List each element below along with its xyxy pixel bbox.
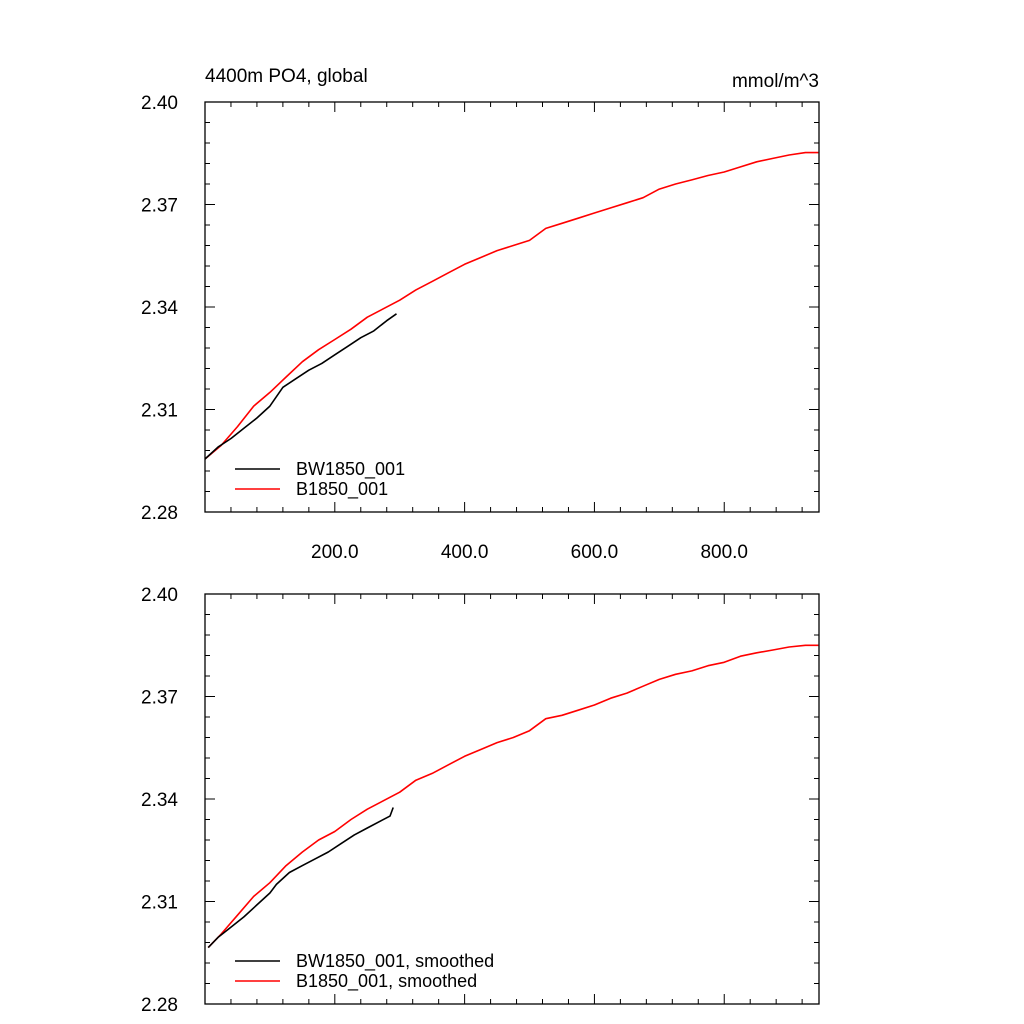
units-label: mmol/m^3 xyxy=(732,71,819,92)
chart-title: 4400m PO4, global xyxy=(205,66,368,87)
legend-label: BW1850_001, smoothed xyxy=(296,951,494,972)
y-tick-label: 2.37 xyxy=(141,688,178,709)
y-tick-label: 2.31 xyxy=(141,401,178,422)
legend-label: BW1850_001 xyxy=(296,459,405,480)
bottom-panel-ticks: 2.28 2.31 2.34 2.37 2.40 xyxy=(141,585,819,1016)
bottom-panel: 2.28 2.31 2.34 2.37 2.40 BW1850_001, smoothe… xyxy=(141,585,820,1016)
x-tick-label: 800.0 xyxy=(700,542,748,563)
y-tick-label: 2.34 xyxy=(141,298,178,319)
x-tick-label: 400.0 xyxy=(441,542,489,563)
legend-label: B1850_001, smoothed xyxy=(296,971,477,992)
y-tick-label: 2.40 xyxy=(141,585,178,606)
top-panel-frame xyxy=(204,101,820,513)
y-tick-label: 2.37 xyxy=(141,196,178,217)
bottom-panel-frame xyxy=(204,593,820,1005)
bottom-panel-series xyxy=(207,644,819,949)
series-line-bw1850-001 xyxy=(204,313,397,460)
y-tick-label: 2.31 xyxy=(141,893,178,914)
y-tick-label: 2.40 xyxy=(141,93,178,114)
series-line-b1850-001 xyxy=(204,151,819,460)
series-line-b1850-001-smoothed xyxy=(207,644,819,949)
x-tick-label: 200.0 xyxy=(311,542,359,563)
legend-label: B1850_001 xyxy=(296,479,388,500)
y-tick-label: 2.34 xyxy=(141,790,178,811)
top-panel: 4400m PO4, global mmol/m^3 2.28 2.31 2.34 2… xyxy=(141,66,820,563)
y-tick-label: 2.28 xyxy=(141,995,178,1016)
x-tick-label: 600.0 xyxy=(571,542,619,563)
series-line-bw1850-001-smoothed xyxy=(207,807,394,949)
y-tick-label: 2.28 xyxy=(141,503,178,524)
top-panel-series xyxy=(204,151,819,460)
